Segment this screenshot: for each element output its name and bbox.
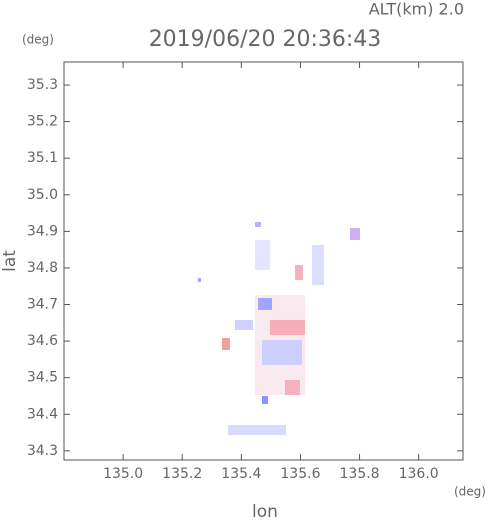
y-tick-label: 35.0 — [27, 187, 58, 203]
y-tick-label: 34.8 — [27, 260, 58, 276]
y-tick-label: 34.6 — [27, 333, 58, 349]
y-tick-label: 34.4 — [27, 406, 58, 422]
echo-field — [198, 222, 360, 435]
y-tick-label: 34.9 — [27, 223, 58, 239]
y-unit: (deg) — [22, 33, 54, 47]
y-tick-label: 35.2 — [27, 114, 58, 130]
y-tick-label: 34.7 — [27, 297, 58, 313]
y-tick-label: 35.1 — [27, 150, 58, 166]
y-axis-label: lat — [0, 250, 20, 272]
x-unit: (deg) — [454, 485, 486, 499]
chart-title: 2019/06/20 20:36:43 — [149, 27, 382, 52]
x-tick-label: 135.4 — [221, 466, 261, 482]
x-tick-label: 135.8 — [340, 466, 380, 482]
plot-frame — [63, 61, 464, 461]
x-tick-label: 135.6 — [280, 466, 320, 482]
y-tick-label: 35.3 — [27, 77, 58, 93]
x-axis-label: lon — [252, 502, 278, 521]
subtitle: ALT(km) 2.0 — [369, 0, 464, 19]
x-tick-label: 136.0 — [399, 466, 439, 482]
y-tick-label: 34.5 — [27, 370, 58, 386]
x-tick-label: 135.0 — [103, 466, 143, 482]
x-tick-label: 135.2 — [162, 466, 202, 482]
y-tick-label: 34.3 — [27, 443, 58, 459]
